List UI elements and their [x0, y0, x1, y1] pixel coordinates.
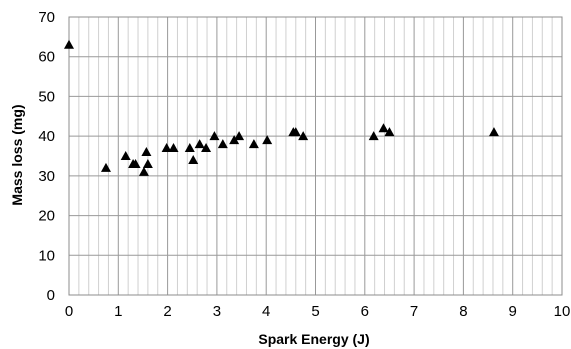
data-point	[184, 143, 195, 153]
data-point	[368, 131, 379, 141]
x-tick-label: 8	[459, 303, 467, 320]
y-tick-label: 30	[38, 168, 55, 185]
data-point	[290, 127, 301, 137]
x-axis-label: Spark Energy (J)	[258, 331, 369, 347]
data-point	[141, 147, 152, 157]
x-tick-label: 6	[361, 303, 369, 320]
data-point	[64, 39, 74, 49]
data-point	[142, 158, 153, 168]
data-points	[64, 39, 499, 176]
data-point	[201, 143, 212, 153]
data-point	[100, 162, 111, 172]
y-tick-label: 40	[38, 128, 55, 145]
y-tick-label: 70	[38, 9, 55, 26]
y-tick-label: 0	[47, 287, 55, 304]
data-point	[298, 131, 309, 141]
y-axis-label: Mass loss (mg)	[9, 104, 25, 205]
data-point	[138, 166, 149, 176]
data-point	[378, 123, 389, 133]
data-point	[234, 131, 245, 141]
data-point	[130, 158, 141, 168]
data-point	[120, 151, 131, 160]
x-tick-label: 5	[311, 303, 319, 320]
x-tick-label: 2	[163, 303, 171, 320]
x-tick-label: 9	[509, 303, 517, 320]
data-point	[194, 139, 205, 149]
y-tick-label: 50	[38, 88, 55, 105]
data-point	[161, 143, 172, 153]
y-tick-label: 60	[38, 49, 55, 66]
data-point	[209, 131, 220, 141]
minor-gridlines	[78, 17, 553, 295]
x-tick-label: 0	[65, 303, 73, 320]
data-point	[248, 139, 259, 149]
x-tick-label: 3	[213, 303, 221, 320]
x-tick-label: 10	[554, 303, 571, 320]
data-point	[262, 135, 273, 145]
x-axis-ticks: 0 1 2 3 4 5 6 7 8 9 10	[65, 303, 571, 320]
data-point	[217, 139, 228, 149]
y-tick-label: 20	[38, 208, 55, 225]
y-axis-ticks: 0 10 20 30 40 50 60 70	[38, 9, 55, 304]
data-point	[488, 127, 499, 137]
data-point	[229, 135, 240, 145]
data-point	[168, 143, 179, 153]
y-tick-label: 10	[38, 247, 55, 264]
data-point	[384, 127, 395, 137]
data-point	[188, 154, 199, 164]
x-tick-label: 4	[262, 303, 270, 320]
x-tick-label: 1	[114, 303, 122, 320]
plot-area-frame	[68, 16, 563, 296]
x-tick-label: 7	[410, 303, 418, 320]
